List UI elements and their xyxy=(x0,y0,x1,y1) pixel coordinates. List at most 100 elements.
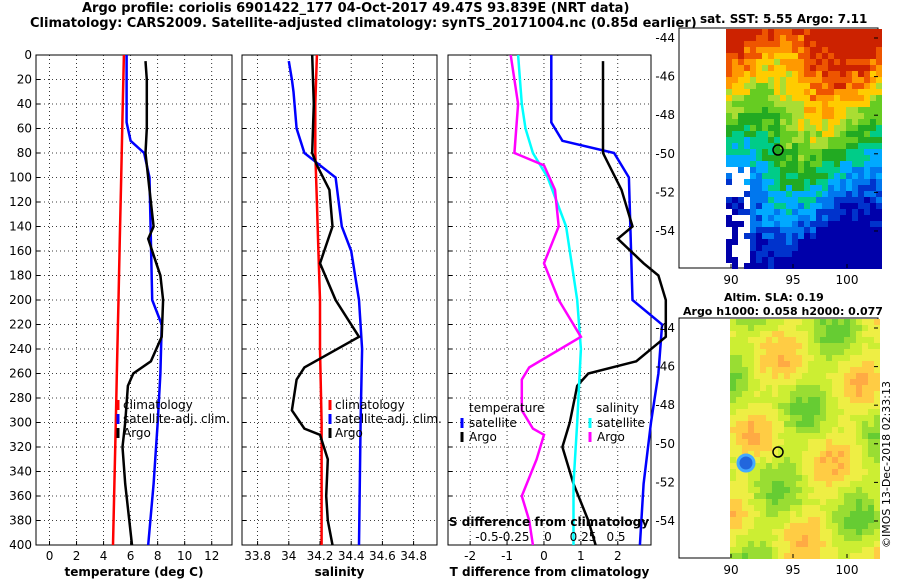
series-satellite-adj-clim xyxy=(125,55,163,546)
sst-cell xyxy=(876,263,882,269)
sla-cell xyxy=(838,445,844,451)
sst-cell xyxy=(786,155,792,161)
sla-cell xyxy=(760,511,766,517)
sst-cell xyxy=(822,143,828,149)
sst-cell xyxy=(798,29,804,35)
sla-cell xyxy=(814,361,820,367)
sst-cell xyxy=(828,53,834,59)
sla-cell xyxy=(802,481,808,487)
sst-cell xyxy=(810,197,816,203)
sst-cell xyxy=(876,149,882,155)
sla-cell xyxy=(796,535,802,541)
sla-cell xyxy=(772,415,778,421)
sla-cell xyxy=(850,325,856,331)
sst-cell xyxy=(798,233,804,239)
sst-cell xyxy=(810,251,816,257)
sla-cell xyxy=(760,397,766,403)
sst-cell xyxy=(816,53,822,59)
depth-tick-label: 260 xyxy=(9,367,32,381)
sst-cell xyxy=(840,257,846,263)
sla-cell xyxy=(844,547,850,553)
sla-cell xyxy=(748,505,754,511)
sla-cell xyxy=(760,343,766,349)
sst-cell xyxy=(834,89,840,95)
sla-cell xyxy=(748,553,754,559)
sst-cell xyxy=(840,197,846,203)
sla-cell xyxy=(790,361,796,367)
sst-cell xyxy=(762,161,768,167)
sst-cell xyxy=(762,59,768,65)
sst-cell xyxy=(864,29,870,35)
sla-cell xyxy=(766,541,772,547)
sla-cell xyxy=(754,523,760,529)
depth-tick-label: 40 xyxy=(17,97,32,111)
sla-cell xyxy=(832,439,838,445)
sst-cell xyxy=(768,203,774,209)
sla-cell xyxy=(826,541,832,547)
depth-tick-label: 120 xyxy=(9,195,32,209)
sla-cell xyxy=(742,553,748,559)
sst-cell xyxy=(750,179,756,185)
sst-cell xyxy=(840,83,846,89)
sla-cell xyxy=(826,553,832,559)
x-axis-label: salinity xyxy=(315,565,365,579)
sla-cell xyxy=(796,403,802,409)
sla-cell xyxy=(838,391,844,397)
sla-cell xyxy=(778,367,784,373)
sst-cell xyxy=(852,113,858,119)
sla-cell xyxy=(790,415,796,421)
sla-cell xyxy=(760,361,766,367)
sla-cell xyxy=(790,319,796,325)
sst-cell xyxy=(810,131,816,137)
sst-cell xyxy=(870,257,876,263)
sla-cell xyxy=(754,481,760,487)
sst-cell xyxy=(810,203,816,209)
sla-cell xyxy=(748,445,754,451)
sla-cell xyxy=(796,463,802,469)
sst-cell xyxy=(792,161,798,167)
sst-cell xyxy=(852,29,858,35)
sla-cell xyxy=(742,337,748,343)
sst-cell xyxy=(768,95,774,101)
sla-cell xyxy=(850,361,856,367)
sst-cell xyxy=(792,59,798,65)
sst-cell xyxy=(828,185,834,191)
depth-tick-label: 20 xyxy=(17,73,32,87)
sla-cell xyxy=(772,361,778,367)
sst-cell xyxy=(822,41,828,47)
sla-cell xyxy=(862,475,868,481)
sla-cell xyxy=(820,337,826,343)
sla-cell xyxy=(832,511,838,517)
sst-cell xyxy=(798,35,804,41)
sla-cell xyxy=(844,451,850,457)
sla-cell xyxy=(754,433,760,439)
sla-cell xyxy=(808,469,814,475)
sla-cell xyxy=(826,493,832,499)
sla-cell xyxy=(820,493,826,499)
sst-cell xyxy=(828,221,834,227)
sla-cell xyxy=(754,469,760,475)
sst-cell xyxy=(756,257,762,263)
sst-cell xyxy=(786,89,792,95)
sst-cell xyxy=(732,209,738,215)
sla-cell xyxy=(868,445,874,451)
series-Argo xyxy=(290,54,361,546)
sst-cell xyxy=(876,179,882,185)
sst-cell xyxy=(804,113,810,119)
sst-cell xyxy=(876,101,882,107)
sla-cell xyxy=(850,415,856,421)
sla-cell xyxy=(856,457,862,463)
sst-cell xyxy=(840,191,846,197)
x-tick-label: 2 xyxy=(73,549,81,563)
sla-cell xyxy=(772,337,778,343)
sla-cell xyxy=(808,343,814,349)
sla-cell xyxy=(832,535,838,541)
sla-cell xyxy=(850,457,856,463)
sst-cell xyxy=(876,41,882,47)
sla-cell xyxy=(748,487,754,493)
sla-cell xyxy=(784,421,790,427)
sst-cell xyxy=(804,179,810,185)
sst-cell xyxy=(732,95,738,101)
sst-cell xyxy=(846,41,852,47)
sst-cell xyxy=(810,191,816,197)
